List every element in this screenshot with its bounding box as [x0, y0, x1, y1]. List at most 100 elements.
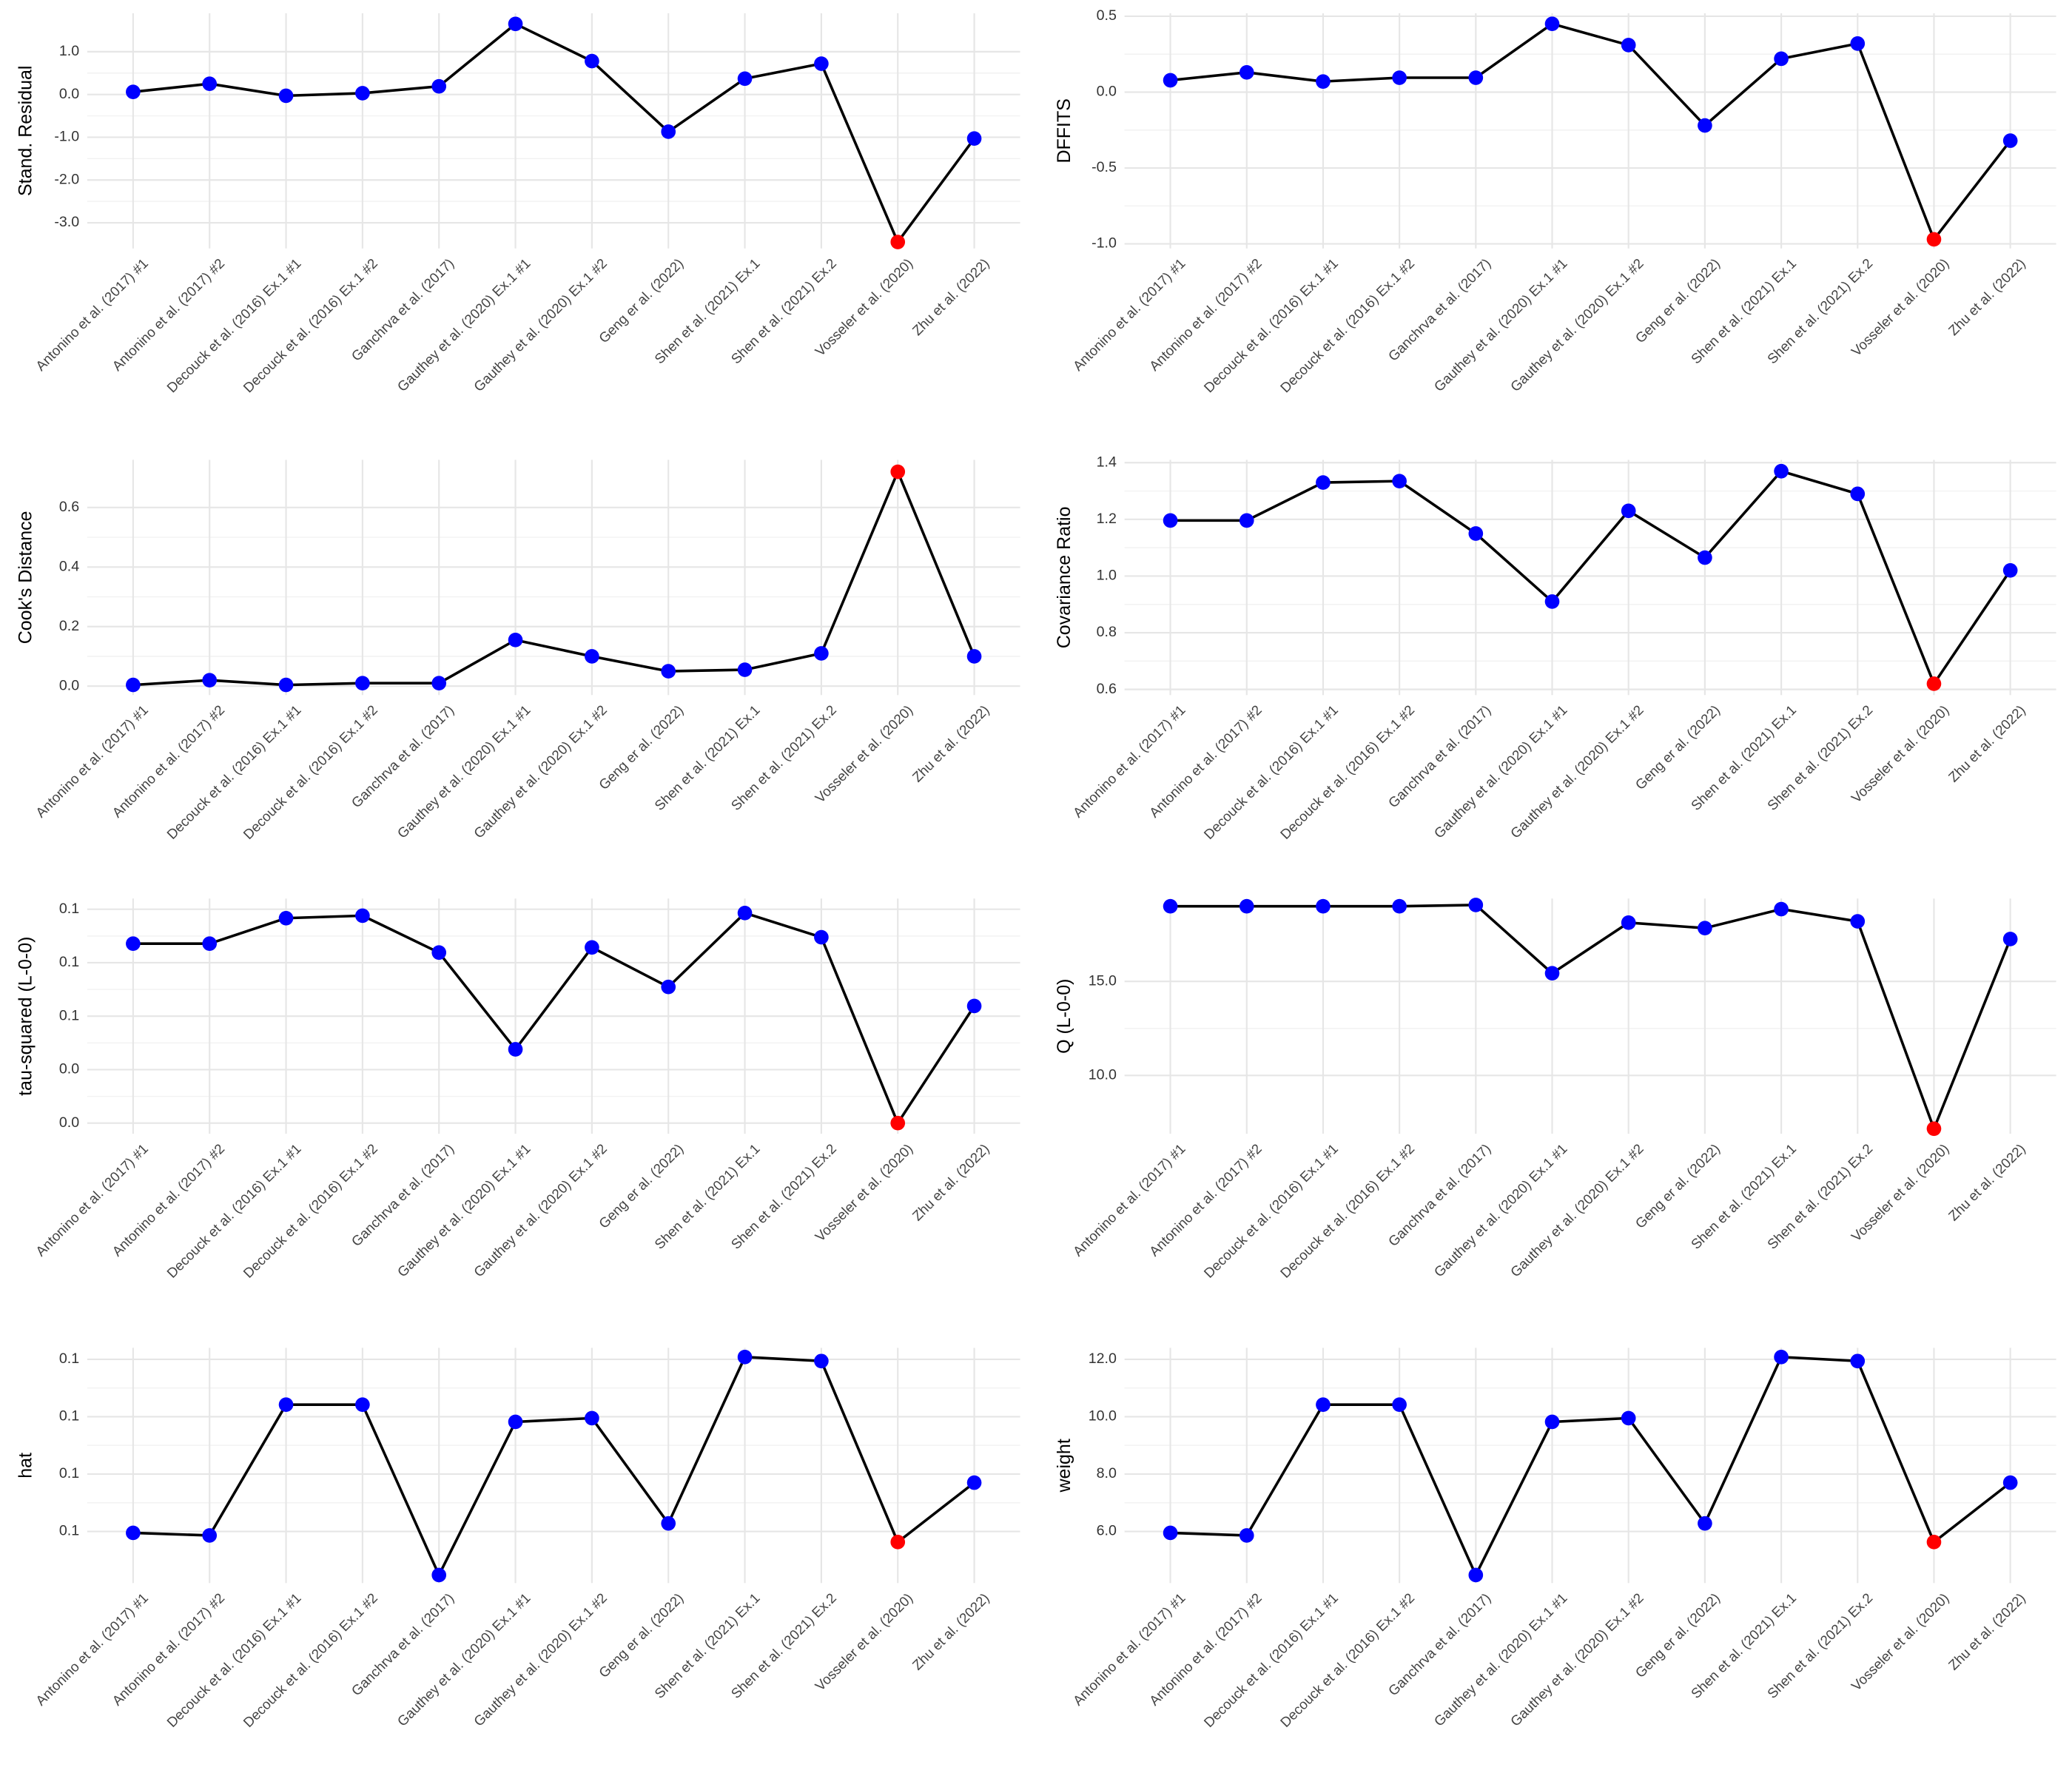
x-tick-label: Geng er al. (2022)	[1632, 255, 1723, 346]
data-line	[1170, 469, 2012, 687]
x-tick-label: Zhu et al. (2022)	[1945, 255, 2028, 338]
data-point	[431, 78, 447, 94]
data-point	[278, 88, 294, 104]
data-point	[1850, 486, 1866, 502]
x-tick-label: Decouck et al. (2016) Ex.1 #2	[1277, 255, 1418, 396]
data-point	[1774, 463, 1789, 479]
y-tick-label: 1.4	[1097, 454, 1117, 470]
x-tick-label: Decouck et al. (2016) Ex.1 #1	[164, 255, 304, 396]
data-point	[1850, 1353, 1866, 1369]
x-tick-label: Zhu et al. (2022)	[1945, 1590, 2028, 1673]
x-tick-label: Decouck et al. (2016) Ex.1 #2	[240, 1140, 381, 1281]
x-tick-label: Decouck et al. (2016) Ex.1 #1	[164, 1140, 304, 1281]
data-point	[1544, 594, 1560, 609]
data-point	[737, 71, 753, 87]
x-tick-label: Gauthey et al. (2020) Ex.1 #2	[1507, 1590, 1646, 1729]
data-point	[1239, 1528, 1254, 1543]
x-tick-label: Geng er al. (2022)	[596, 702, 686, 793]
y-tick-label: 10.0	[1089, 1067, 1117, 1083]
data-point	[814, 56, 829, 71]
data-point	[1468, 898, 1484, 912]
data-point	[1544, 966, 1560, 981]
data-point	[355, 676, 370, 691]
data-point	[661, 124, 676, 139]
x-tick-label: Decouck et al. (2016) Ex.1 #1	[1201, 1590, 1342, 1731]
x-tick-label: Gauthey et al. (2020) Ex.1 #2	[471, 255, 610, 394]
data-point	[1926, 676, 1942, 691]
data-point	[737, 1350, 753, 1365]
data-point	[508, 1042, 523, 1057]
data-point	[1239, 65, 1254, 80]
data-point	[1621, 1410, 1636, 1426]
y-tick-label: 0.5	[1097, 7, 1117, 24]
x-tick-label: Zhu et al. (2022)	[909, 1590, 992, 1673]
data-line	[1170, 904, 2012, 1133]
data-point	[1926, 232, 1942, 247]
data-point	[585, 53, 599, 69]
data-point	[1926, 1535, 1942, 1550]
data-point	[814, 1353, 829, 1369]
data-point	[1239, 513, 1254, 528]
y-tick-label: 1.0	[1097, 568, 1117, 584]
data-point	[1392, 70, 1407, 85]
x-tick-label: Geng er al. (2022)	[1632, 1590, 1723, 1681]
data-point	[355, 1397, 370, 1413]
data-point	[1544, 1414, 1560, 1430]
y-tick-label: 0.6	[1097, 681, 1117, 697]
data-point	[2002, 133, 2018, 148]
x-tick-label: Zhu et al. (2022)	[1945, 702, 2028, 785]
data-point	[355, 908, 370, 924]
data-point	[585, 940, 599, 955]
y-tick-label: 12.0	[1089, 1350, 1117, 1367]
data-point	[202, 936, 218, 952]
x-tick-label: Decouck et al. (2016) Ex.1 #1	[164, 1590, 304, 1731]
y-tick-label: -2.0	[54, 171, 79, 187]
data-point	[737, 662, 753, 677]
data-point	[1163, 513, 1178, 528]
y-tick-label: 8.0	[1097, 1465, 1117, 1481]
data-point	[966, 998, 982, 1014]
data-point	[355, 86, 370, 101]
y-tick-label: 0.4	[59, 558, 79, 574]
data-point	[1698, 1516, 1712, 1531]
x-tick-label: Gauthey et al. (2020) Ex.1 #1	[1431, 1590, 1570, 1729]
x-tick-label: Zhu et al. (2022)	[909, 702, 992, 785]
y-tick-label: 0.0	[59, 1114, 79, 1131]
x-tick-label: Geng er al. (2022)	[1632, 1140, 1723, 1231]
data-point	[1698, 550, 1712, 565]
data-point	[890, 1535, 906, 1550]
data-point	[966, 131, 982, 147]
x-tick-label: Zhu et al. (2022)	[909, 255, 992, 338]
data-point	[661, 1516, 676, 1531]
x-tick-label: Decouck et al. (2016) Ex.1 #1	[1201, 1140, 1342, 1281]
data-point	[1774, 1350, 1789, 1365]
data-point	[1774, 51, 1789, 67]
y-tick-label: 0.0	[59, 677, 79, 693]
x-tick-label: Decouck et al. (2016) Ex.1 #1	[1201, 702, 1342, 843]
data-point	[1850, 36, 1866, 51]
data-point	[431, 1567, 447, 1583]
y-tick-label: 0.8	[1097, 624, 1117, 640]
y-axis-title: weight	[1054, 1439, 1074, 1493]
x-tick-label: Zhu et al. (2022)	[909, 1140, 992, 1223]
x-tick-label: Geng er al. (2022)	[596, 255, 686, 346]
data-point	[126, 1525, 141, 1541]
data-point	[1544, 16, 1560, 32]
data-point	[278, 1397, 294, 1413]
y-axis-title: hat	[15, 1453, 36, 1479]
data-point	[1316, 898, 1331, 914]
x-tick-label: Gauthey et al. (2020) Ex.1 #2	[471, 1140, 610, 1279]
data-line	[132, 468, 976, 687]
data-line	[1170, 1355, 2011, 1578]
data-point	[1698, 921, 1712, 936]
data-point	[1316, 1397, 1331, 1413]
data-point	[814, 646, 829, 661]
data-point	[1621, 503, 1636, 519]
y-axis-title: Stand. Residual	[15, 66, 36, 197]
data-line	[132, 1355, 975, 1578]
data-point	[1698, 118, 1712, 133]
data-point	[661, 979, 676, 995]
